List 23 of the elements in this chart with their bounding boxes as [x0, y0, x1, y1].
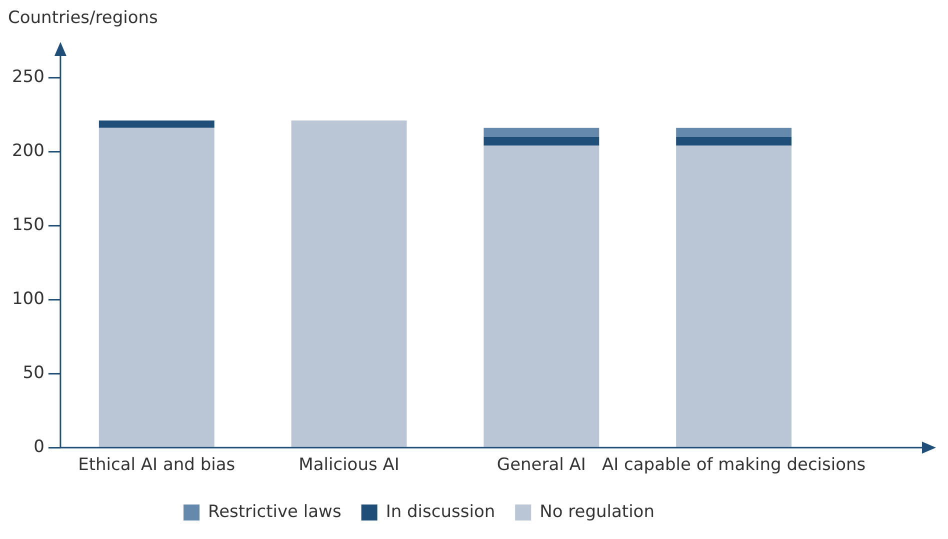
y-axis-title: Countries/regions — [8, 8, 158, 28]
bar — [676, 136, 792, 146]
x-tick-label: Malicious AI — [298, 455, 400, 476]
bar — [291, 120, 407, 447]
y-tick-label: 250 — [12, 67, 44, 88]
y-tick-label: 150 — [12, 215, 44, 236]
bar — [484, 136, 600, 146]
x-tick-label: General AI — [496, 455, 586, 476]
legend-label: In discussion — [386, 502, 496, 522]
bar — [484, 146, 600, 447]
legend-label: No regulation — [540, 502, 654, 522]
bar — [98, 128, 214, 447]
bar — [484, 128, 600, 137]
y-tick-label: 100 — [12, 289, 44, 310]
y-tick-label: 0 — [34, 437, 44, 458]
y-tick-label: 50 — [22, 363, 44, 384]
bar — [98, 120, 214, 128]
x-tick-label: AI capable of making decisions — [602, 455, 866, 476]
legend-label: Restrictive laws — [208, 502, 342, 522]
y-tick-label: 200 — [12, 141, 44, 162]
bar — [676, 128, 792, 137]
bar — [676, 146, 792, 447]
x-tick-label: Ethical AI and bias — [78, 455, 236, 476]
